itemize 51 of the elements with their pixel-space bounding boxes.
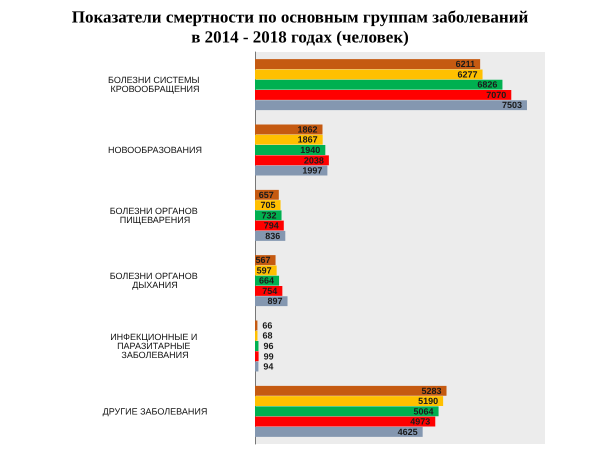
y-tick-label: НОВООБРАЗОВАНИЯ [108, 145, 202, 155]
bar [255, 341, 258, 351]
y-tick-label: БОЛЕЗНИ ОРГАНОВ ПИЩЕВАРЕНИЯ [110, 206, 200, 225]
data-label: 68 [262, 330, 272, 341]
data-label: 4625 [398, 426, 418, 437]
bar [255, 351, 259, 362]
y-tick-label: ИНФЕКЦИОННЫЕ И ПАРАЗИТАРНЫЕ ЗАБОЛЕВАНИЯ [110, 332, 200, 360]
data-label: 6826 [477, 80, 498, 90]
data-label: 664 [259, 276, 274, 286]
data-label: 99 [264, 351, 274, 362]
bar [255, 416, 436, 427]
data-label: 897 [267, 296, 283, 306]
data-label: 732 [262, 210, 277, 220]
data-label: 66 [262, 320, 272, 330]
bar [255, 406, 439, 416]
bar [255, 426, 423, 437]
chart-title: Показатели смертности по основным группам заболеваний в 2014 - 2018 годах (человек) [72, 8, 528, 46]
data-label: 6211 [456, 59, 476, 70]
data-label: 1867 [298, 134, 318, 145]
data-label: 597 [256, 265, 272, 276]
data-label: 2038 [304, 155, 324, 166]
data-label: 96 [263, 341, 274, 351]
data-label: 94 [263, 362, 274, 372]
data-label: 5283 [421, 386, 442, 396]
bar [255, 396, 444, 406]
data-label: 657 [258, 190, 274, 200]
data-label: 5064 [414, 406, 434, 416]
data-label: 6277 [458, 69, 478, 80]
bar [255, 90, 512, 100]
bar [255, 386, 447, 396]
y-tick-label: БОЛЕЗНИ СИСТЕМЫ КРОВООБРАЩЕНИЯ [108, 75, 202, 94]
bar [255, 166, 328, 176]
data-label: 1997 [302, 166, 322, 176]
bar [255, 59, 480, 70]
data-label: 794 [264, 220, 279, 231]
bar [255, 69, 483, 80]
y-tick-label: ДРУГИЕ ЗАБОЛЕВАНИЯ [102, 406, 208, 416]
data-label: 567 [256, 255, 271, 266]
data-label: 1940 [300, 145, 320, 155]
bar [255, 362, 258, 372]
data-label: 1862 [297, 124, 318, 134]
data-label: 7070 [486, 90, 506, 100]
data-label: 705 [260, 200, 276, 210]
data-label: 836 [265, 230, 280, 241]
data-label: 7503 [502, 100, 522, 110]
y-tick-label: БОЛЕЗНИ ОРГАНОВ ДЫХАНИЯ [110, 271, 200, 290]
data-label: 5190 [418, 396, 438, 406]
data-label: 4973 [410, 416, 430, 427]
data-label: 754 [262, 286, 278, 296]
bar [255, 80, 502, 90]
bar [255, 100, 527, 110]
